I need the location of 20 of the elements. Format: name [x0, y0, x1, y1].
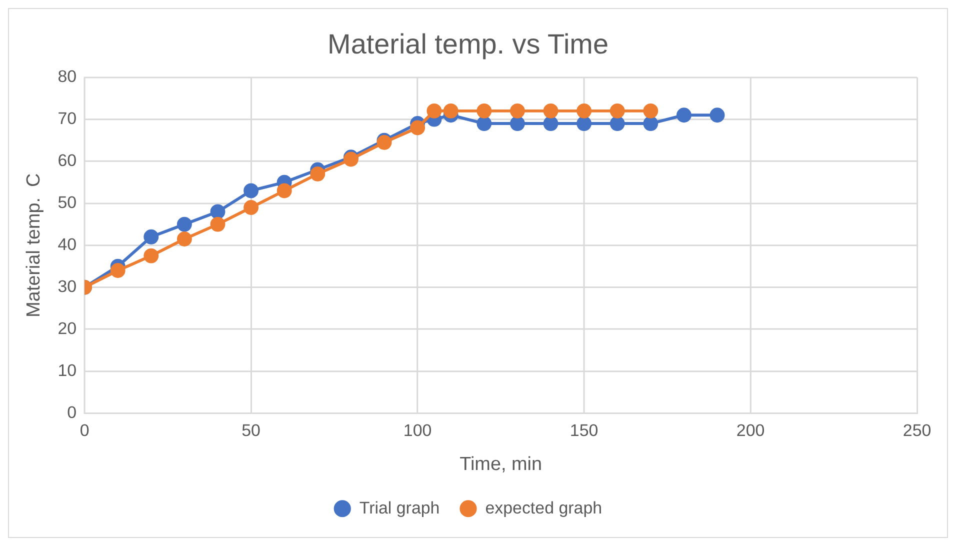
y-tick-label: 10 [58, 360, 77, 380]
y-axis-title: Material temp. C [24, 173, 45, 318]
y-tick-label: 80 [58, 67, 77, 86]
x-tick-label: 250 [902, 421, 932, 440]
y-tick-label: 70 [58, 109, 77, 128]
legend-label: expected graph [485, 498, 602, 518]
chart-title: Material temp. vs Time [328, 28, 608, 60]
y-tick-label: 60 [58, 151, 77, 170]
y-tick-label: 0 [67, 402, 77, 422]
x-tick-label: 50 [242, 421, 260, 440]
x-tick-label: 200 [736, 421, 765, 440]
legend-label: Trial graph [359, 498, 440, 518]
y-tick-label: 40 [58, 234, 77, 254]
x-axis-title: Time, min [460, 454, 542, 476]
y-tick-label: 20 [58, 318, 77, 338]
x-tick-label: 150 [570, 421, 598, 440]
x-tick-label: 0 [80, 421, 90, 440]
y-tick-label: 50 [58, 192, 77, 212]
x-tick-label: 100 [403, 421, 432, 440]
y-tick-label: 30 [58, 276, 77, 296]
